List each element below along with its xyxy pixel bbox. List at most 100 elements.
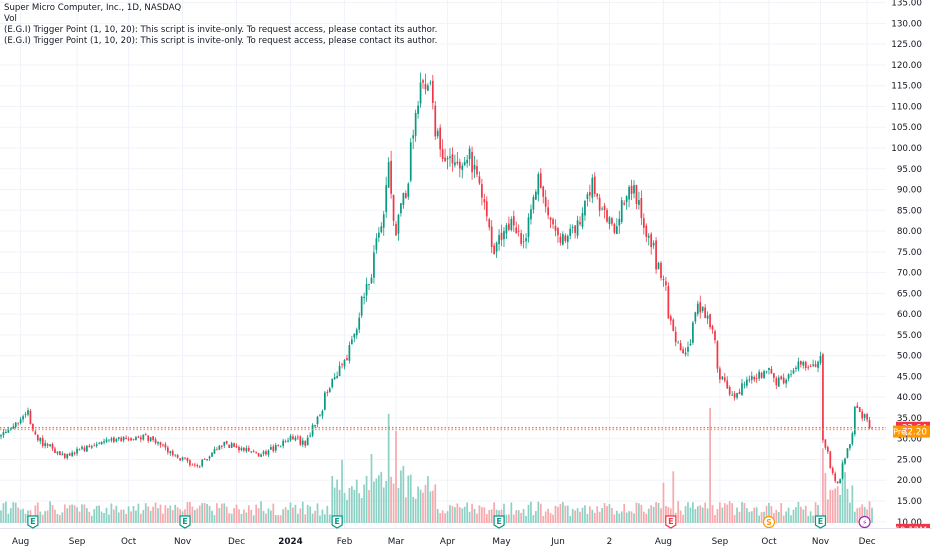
candle-body: [844, 458, 846, 464]
event-earnings-marker[interactable]: E: [493, 515, 505, 529]
candle-body: [721, 376, 724, 380]
volume-bar: [93, 509, 96, 523]
candle-body: [363, 296, 365, 299]
candle-body: [473, 164, 476, 170]
volume-bar: [120, 509, 123, 523]
candle-body: [601, 208, 603, 210]
event-split-marker[interactable]: S: [762, 515, 776, 529]
candle-body: [537, 174, 540, 195]
candle-body: [424, 84, 427, 90]
candle-body: [755, 377, 758, 379]
premarket-price-label-text: 32.20: [902, 428, 928, 438]
volume-bar: [853, 511, 856, 523]
volume-bar: [593, 512, 596, 523]
price-tick-label: 25.00: [897, 455, 923, 465]
volume-bar: [149, 510, 152, 523]
candle-body: [162, 444, 164, 446]
candle-body: [326, 392, 329, 393]
candle-body: [709, 314, 711, 328]
candle-body: [561, 234, 564, 245]
volume-bar: [471, 503, 473, 523]
candle-body: [395, 223, 397, 236]
volume-bar: [211, 510, 213, 523]
volume-bar: [208, 505, 211, 523]
volume-bar: [127, 506, 130, 523]
event-news-marker[interactable]: ⚡: [858, 515, 871, 529]
volume-bar: [311, 513, 314, 523]
earnings-badge-shape: [493, 515, 505, 529]
candle-body: [468, 148, 471, 160]
legend-volume-indicator[interactable]: Vol: [4, 14, 17, 24]
candle-body: [309, 435, 312, 437]
price-tick-label: 70.00: [897, 269, 923, 279]
legend-indicator-1[interactable]: (E.G.I) Trigger Point (1, 10, 20): This …: [4, 25, 438, 35]
event-earnings-marker[interactable]: E: [179, 515, 191, 529]
volume-bar: [758, 515, 760, 523]
volume-bar: [714, 515, 716, 523]
volume-bar: [799, 506, 802, 523]
volume-bar: [461, 508, 464, 523]
volume-bar: [66, 508, 69, 523]
volume-bar: [370, 454, 373, 523]
candle-body: [814, 364, 817, 367]
candle-body: [311, 425, 314, 436]
volume-bar: [834, 488, 837, 523]
candle-body: [380, 226, 383, 233]
candle-body: [402, 192, 405, 205]
volume-bar: [856, 508, 859, 523]
volume-bar: [385, 481, 388, 523]
candle-body: [615, 226, 618, 235]
candle-body: [186, 458, 189, 461]
volume-bar: [537, 501, 540, 523]
candle-body: [319, 414, 321, 416]
event-earnings-marker[interactable]: E: [331, 515, 343, 529]
candle-body: [387, 162, 390, 188]
candle-body: [493, 245, 496, 255]
candle-body: [554, 225, 557, 231]
candle-body: [544, 196, 547, 207]
volume-bar: [429, 491, 432, 523]
candle-body: [105, 439, 108, 442]
volume-bar: [544, 511, 547, 523]
event-earnings-marker[interactable]: E: [665, 515, 677, 529]
candle-body: [819, 355, 822, 363]
volume-bar: [746, 508, 748, 523]
volume-bar: [56, 514, 59, 523]
volume-bar: [270, 510, 272, 523]
volume-bar: [404, 497, 407, 523]
volume-bar: [137, 503, 140, 523]
candle-body: [510, 219, 513, 231]
volume-bar: [731, 503, 734, 523]
volume-bar: [422, 492, 424, 523]
candle-body: [853, 406, 856, 435]
volume-bar: [441, 510, 444, 523]
volume-bar: [748, 511, 751, 523]
price-tick-label: 65.00: [897, 289, 923, 299]
candle-body: [618, 218, 621, 226]
volume-bar: [71, 504, 74, 523]
candle-body: [390, 160, 392, 194]
candle-body: [409, 142, 412, 181]
event-earnings-marker[interactable]: E: [27, 515, 39, 529]
volume-bar: [409, 474, 412, 523]
price-tick-label: 30.00: [897, 435, 923, 445]
volume-bar: [341, 459, 343, 523]
candle-body: [427, 85, 429, 91]
volume-bar: [694, 509, 697, 523]
event-earnings-marker[interactable]: E: [814, 515, 827, 529]
volume-bar: [795, 507, 797, 523]
volume-bar: [360, 498, 363, 523]
volume-bar: [483, 507, 486, 523]
volume-bar: [687, 502, 689, 523]
candle-body: [368, 284, 370, 285]
candle-body: [83, 447, 86, 451]
candle-body: [849, 444, 851, 449]
price-tick-label: 110.00: [891, 102, 922, 112]
chart-legend: Super Micro Computer, Inc., 1D, NASDAQ V…: [4, 3, 437, 47]
volume-bar: [561, 501, 564, 523]
candle-body: [687, 346, 689, 352]
volume-bar: [829, 489, 832, 523]
legend-indicator-2[interactable]: (E.G.I) Trigger Point (1, 10, 20): This …: [4, 36, 438, 46]
